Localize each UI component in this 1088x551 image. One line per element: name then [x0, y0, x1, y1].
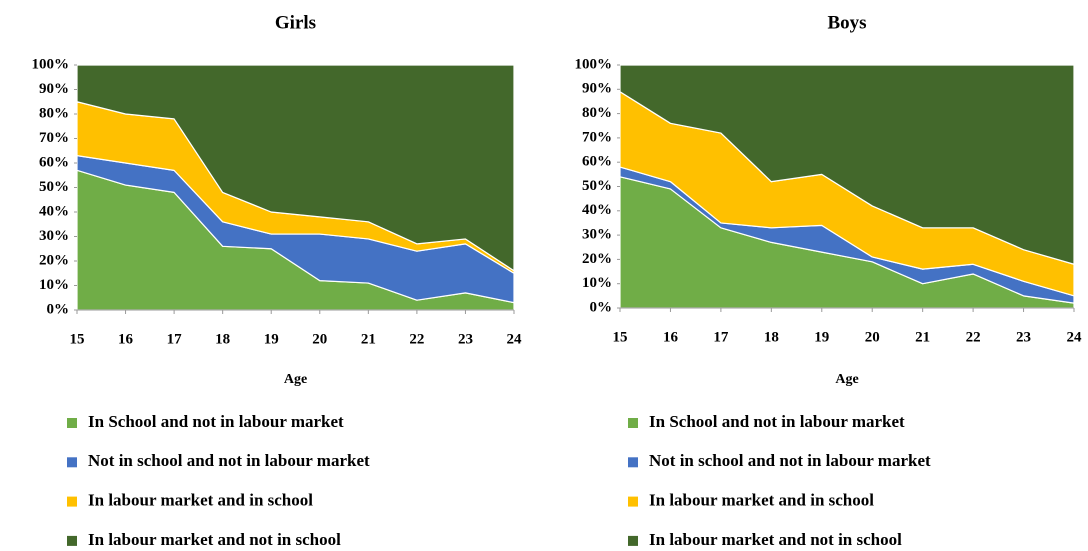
y-tick-label: 10% [582, 275, 612, 291]
y-tick-label: 60% [39, 154, 69, 170]
y-tick-label: 70% [39, 130, 69, 146]
legend-swatch [67, 535, 77, 546]
y-tick-label: 100% [575, 56, 613, 72]
legend-label: Not in school and not in labour market [649, 451, 931, 470]
x-tick-label: 23 [1016, 329, 1031, 345]
legend-swatch [67, 418, 77, 428]
legend-label: Not in school and not in labour market [88, 451, 370, 470]
x-axis-label: Age [835, 372, 858, 387]
legend-swatch [67, 457, 77, 468]
x-tick-label: 15 [613, 329, 628, 345]
legend-swatch [628, 535, 638, 546]
x-tick-label: 23 [458, 331, 473, 347]
x-tick-label: 19 [814, 329, 829, 345]
y-tick-label: 0% [590, 299, 613, 315]
x-tick-label: 17 [167, 331, 183, 347]
y-tick-label: 50% [582, 178, 612, 194]
x-tick-label: 21 [361, 331, 376, 347]
area [76, 64, 515, 272]
legend-label: In School and not in labour market [649, 412, 905, 431]
legend-swatch [628, 457, 638, 468]
y-tick-label: 60% [582, 154, 612, 170]
y-tick-label: 30% [39, 228, 69, 244]
legend-swatch [67, 496, 77, 507]
x-tick-label: 21 [915, 329, 930, 345]
chart-title: Boys [827, 12, 866, 33]
legend-label: In labour market and in school [88, 491, 313, 510]
chart-title: Girls [275, 12, 316, 33]
y-tick-label: 20% [39, 252, 69, 268]
legend-label: In labour market and not in school [649, 530, 902, 549]
x-tick-label: 20 [865, 329, 880, 345]
y-tick-label: 30% [582, 227, 612, 243]
x-tick-label: 24 [1067, 329, 1083, 345]
x-tick-label: 20 [312, 331, 327, 347]
x-tick-label: 18 [764, 329, 779, 345]
legend-label: In School and not in labour market [88, 412, 344, 431]
y-tick-label: 40% [582, 202, 612, 218]
y-tick-label: 0% [47, 301, 70, 317]
x-tick-label: 18 [215, 331, 230, 347]
area [619, 64, 1075, 265]
y-tick-label: 10% [39, 277, 69, 293]
legend-label: In labour market and not in school [88, 530, 341, 549]
y-tick-label: 90% [39, 81, 69, 97]
x-tick-label: 24 [507, 331, 523, 347]
y-tick-label: 40% [39, 203, 69, 219]
x-tick-label: 16 [118, 331, 134, 347]
legend-label: In labour market and in school [649, 491, 874, 510]
y-tick-label: 90% [582, 81, 612, 97]
y-tick-label: 70% [582, 129, 612, 145]
x-axis-label: Age [284, 372, 307, 387]
y-tick-label: 80% [582, 105, 612, 121]
x-tick-label: 22 [409, 331, 424, 347]
x-tick-label: 16 [663, 329, 679, 345]
legend-swatch [628, 418, 638, 428]
y-tick-label: 50% [39, 179, 69, 195]
x-tick-label: 19 [264, 331, 279, 347]
x-tick-label: 22 [966, 329, 981, 345]
legend-swatch [628, 496, 638, 507]
y-tick-label: 20% [582, 251, 612, 267]
x-tick-label: 17 [713, 329, 729, 345]
y-tick-label: 100% [32, 56, 70, 72]
y-tick-label: 80% [39, 105, 69, 121]
x-tick-label: 15 [70, 331, 85, 347]
